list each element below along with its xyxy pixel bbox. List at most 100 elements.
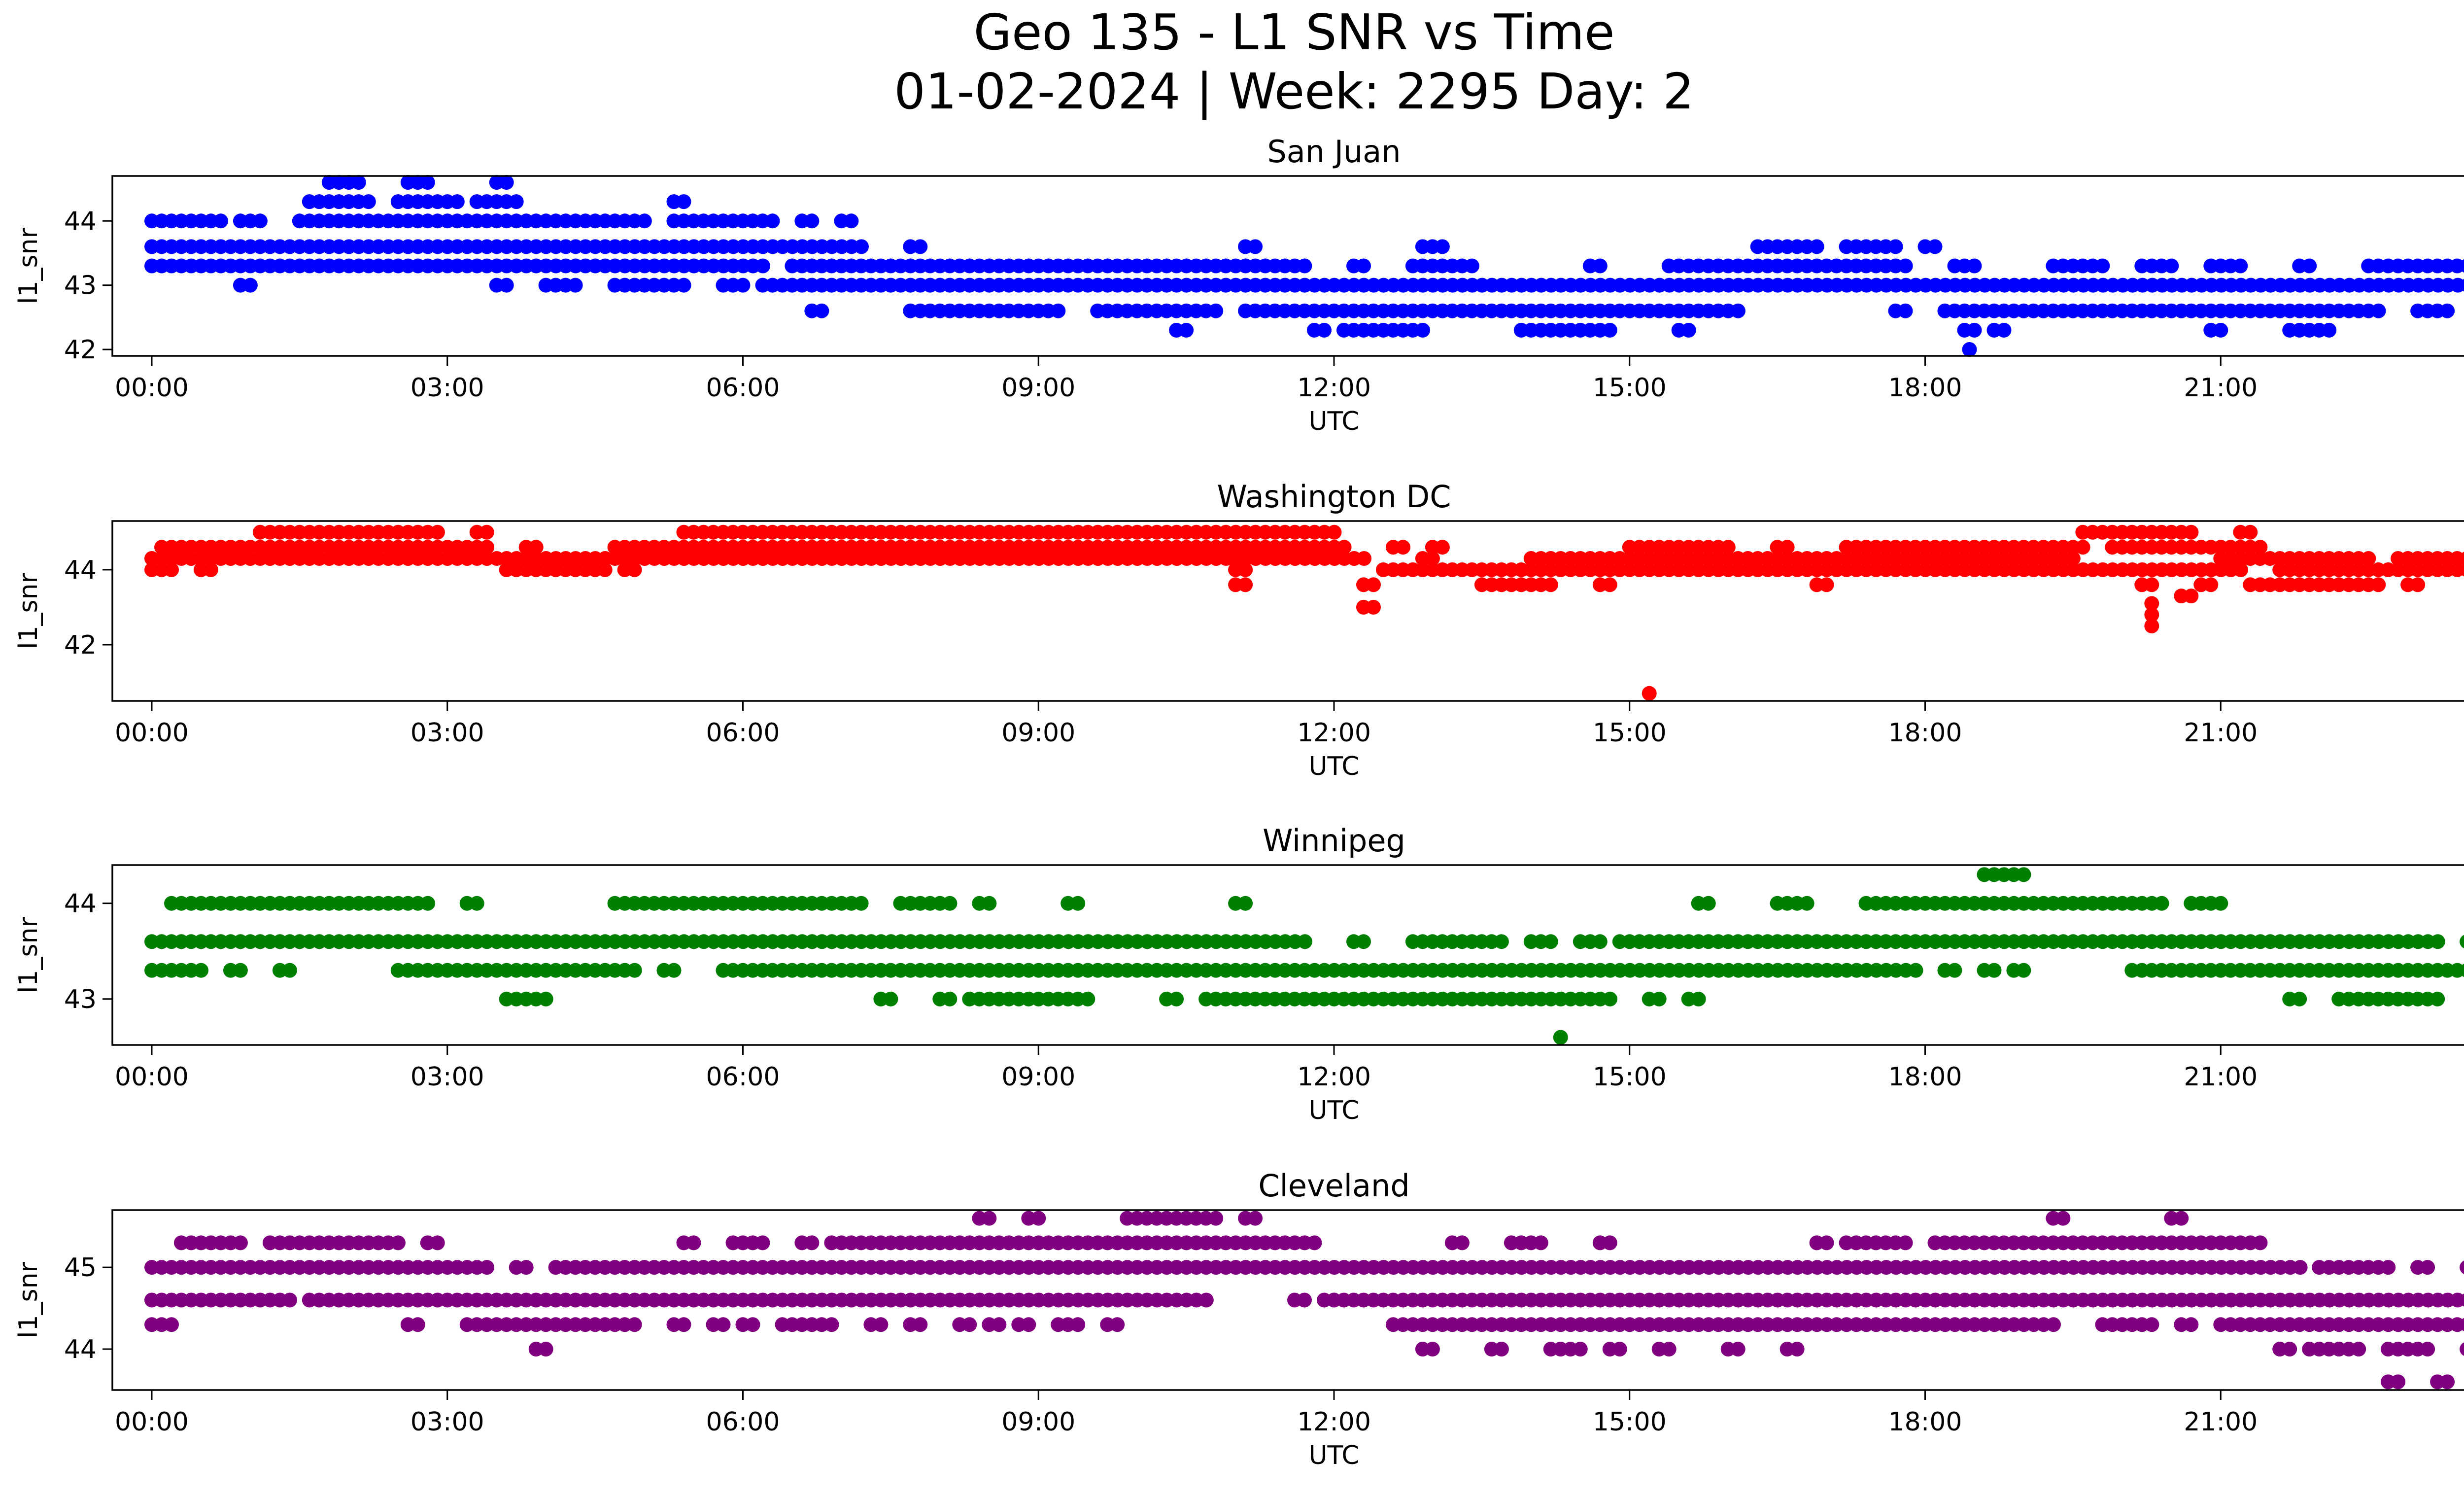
figure-title-line1: Geo 135 - L1 SNR vs Time: [974, 3, 1615, 61]
data-point: [1248, 1211, 1263, 1226]
data-point: [627, 1317, 642, 1332]
x-tick-label: 00:00: [115, 1407, 189, 1437]
data-point: [1425, 551, 1440, 566]
scatter-points: [144, 524, 2464, 701]
data-point: [854, 239, 869, 254]
data-point: [2450, 1317, 2464, 1332]
x-tick-label: 03:00: [411, 1407, 484, 1437]
data-point: [203, 562, 218, 577]
data-point: [1651, 991, 1667, 1007]
x-tick-label: 12:00: [1297, 718, 1371, 748]
x-tick-label: 18:00: [1888, 718, 1962, 748]
x-tick-label: 18:00: [1888, 1407, 1962, 1437]
data-point: [1967, 322, 1982, 338]
data-point: [637, 213, 652, 229]
data-point: [538, 991, 553, 1007]
data-point: [479, 540, 494, 555]
data-point: [2144, 1317, 2159, 1332]
x-tick-label: 06:00: [706, 373, 780, 403]
data-point: [1780, 540, 1795, 555]
y-tick-label: 45: [64, 1253, 97, 1283]
data-point: [2144, 577, 2159, 592]
subplot-3: Cleveland 00:00 03:00 06:00 09:00 12:00 15:00 1…: [14, 1168, 2464, 1470]
data-point: [676, 278, 691, 293]
data-point: [1661, 1342, 1677, 1356]
data-point: [1110, 1317, 1125, 1332]
data-point: [1819, 1235, 1834, 1251]
data-point: [469, 896, 484, 911]
subplots: San Juan 00:00 03:00 06:00 09:00 12:00 15:00 18…: [14, 134, 2464, 1470]
data-point: [1366, 599, 1381, 615]
data-point: [2243, 524, 2258, 540]
data-point: [2174, 1211, 2189, 1226]
data-point: [1986, 963, 2002, 978]
x-tick-label: 00:00: [115, 373, 189, 403]
x-tick-label: 21:00: [2184, 1062, 2258, 1092]
data-point: [676, 1317, 691, 1332]
x-tick-label: 15:00: [1593, 718, 1667, 748]
x-tick-label: 09:00: [1001, 718, 1075, 748]
data-point: [1327, 524, 1342, 540]
y-tick-label: 43: [64, 985, 97, 1014]
data-point: [2144, 607, 2159, 623]
data-point: [1602, 1235, 1617, 1251]
data-point: [2440, 303, 2455, 318]
data-point: [1553, 1030, 1568, 1045]
data-point: [2450, 258, 2464, 274]
data-point: [1701, 896, 1716, 911]
data-point: [854, 896, 869, 911]
data-point: [2430, 934, 2445, 949]
x-tick-label: 18:00: [1888, 1062, 1962, 1092]
data-point: [962, 1317, 977, 1332]
data-point: [1947, 963, 1962, 978]
data-point: [2095, 258, 2110, 274]
data-point: [2450, 1292, 2464, 1308]
data-point: [2154, 896, 2169, 911]
data-point: [2381, 1260, 2396, 1275]
data-point: [1720, 540, 1736, 555]
data-point: [233, 1235, 248, 1251]
data-point: [479, 524, 494, 540]
scatter-points: [144, 867, 2464, 1045]
data-point: [883, 991, 898, 1007]
data-point: [1602, 322, 1617, 338]
data-point: [2164, 258, 2179, 274]
data-point: [2055, 1211, 2071, 1226]
data-point: [410, 1317, 425, 1332]
data-point: [1366, 577, 1381, 592]
data-point: [716, 1317, 731, 1332]
data-point: [755, 258, 770, 274]
data-point: [1602, 577, 1617, 592]
figure-title-line2: 01-02-2024 | Week: 2295 Day: 2: [894, 63, 1694, 120]
data-point: [2046, 1317, 2061, 1332]
data-point: [2430, 991, 2445, 1007]
subplot-0: San Juan 00:00 03:00 06:00 09:00 12:00 15:00 18…: [14, 134, 2464, 436]
x-tick-label: 12:00: [1297, 1062, 1371, 1092]
y-axis-label: l1_snr: [14, 916, 43, 993]
x-axis-label: UTC: [1308, 407, 1359, 436]
data-point: [2184, 589, 2199, 604]
data-point: [1612, 1342, 1627, 1356]
data-point: [1898, 1235, 1913, 1251]
data-point: [1494, 934, 1509, 949]
data-point: [755, 1235, 770, 1251]
subplot-2: Winnipeg 00:00 03:00 06:00 09:00 12:00 15:00 18…: [14, 823, 2464, 1125]
data-point: [1425, 1342, 1440, 1356]
data-point: [1179, 322, 1194, 338]
x-tick-label: 09:00: [1001, 1407, 1075, 1437]
data-point: [992, 1317, 1007, 1332]
data-point: [2440, 1374, 2455, 1390]
x-tick-label: 12:00: [1297, 1407, 1371, 1437]
data-point: [1298, 934, 1312, 949]
data-point: [1730, 303, 1745, 318]
y-tick-label: 44: [64, 1335, 97, 1364]
data-point: [1898, 303, 1913, 318]
data-point: [1051, 303, 1066, 318]
data-point: [1357, 551, 1371, 566]
data-point: [2460, 1293, 2464, 1307]
data-point: [2450, 278, 2464, 293]
data-point: [1248, 239, 1263, 254]
data-point: [1070, 1317, 1086, 1332]
data-point: [2213, 322, 2228, 338]
data-point: [745, 1317, 760, 1332]
